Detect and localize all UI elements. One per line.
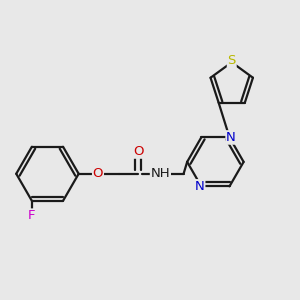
Text: O: O [133, 145, 143, 158]
Text: S: S [227, 54, 236, 67]
Text: NH: NH [151, 167, 170, 180]
Text: N: N [226, 131, 236, 144]
Text: F: F [28, 209, 36, 222]
Text: N: N [195, 180, 205, 193]
Text: O: O [93, 167, 103, 180]
